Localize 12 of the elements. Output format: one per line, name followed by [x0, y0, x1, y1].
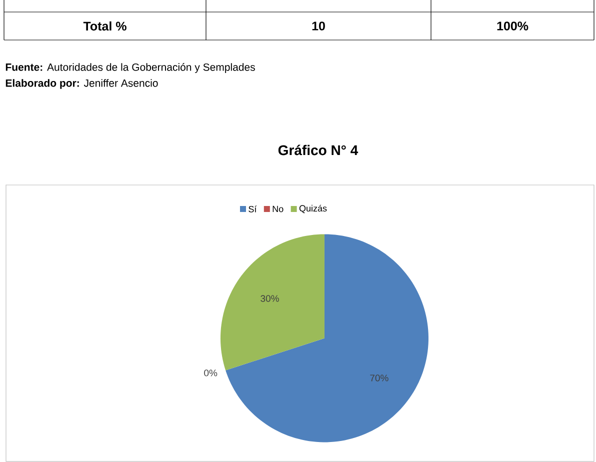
legend-label: No: [272, 206, 284, 212]
data-label: 70%: [370, 374, 388, 382]
chart-title: Gráfico N° 4: [278, 144, 358, 156]
text: 10: [312, 22, 325, 30]
text: Total %: [83, 21, 126, 31]
text: 100%: [497, 22, 528, 30]
legend-label: Quizás: [299, 204, 327, 214]
legend-label: Sí: [248, 206, 257, 212]
data-label: 30%: [260, 295, 279, 302]
text: Fuente: Autoridades de la Gobernación y Semplades: [6, 63, 255, 73]
text: 0%: [204, 370, 218, 376]
text: Elaborado por: Jeniffer Asencio: [6, 79, 158, 89]
